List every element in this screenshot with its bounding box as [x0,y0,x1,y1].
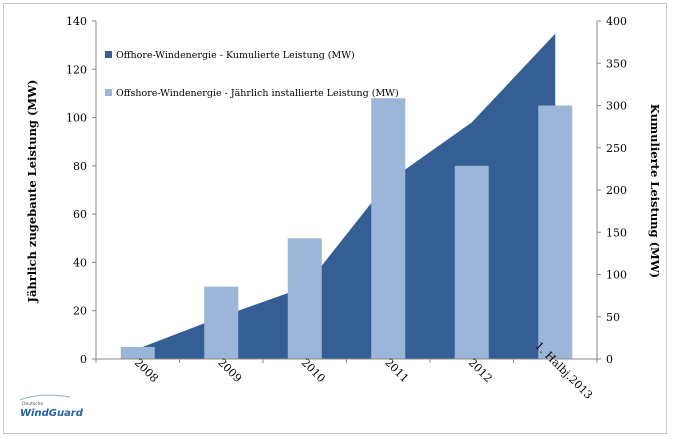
logo-small-text: Deutsche [22,401,44,407]
legend-label-2: Offshore-Windenergie - Jährlich installi… [116,88,399,99]
y-right-tick-label: 100 [606,269,627,282]
area-series-cumulative [137,33,556,360]
legend-swatch-1 [105,51,112,58]
x-tick-label: 2009 [215,356,244,385]
y-right-tick-label: 300 [606,100,627,113]
bar-2009 [204,286,239,359]
y-left-tick-label: 60 [73,208,87,221]
logo-swoosh-icon [19,394,71,401]
x-tick-label: 2008 [132,356,161,385]
y-right-tick-label: 200 [606,184,627,197]
y-right-tick-label: 350 [606,57,627,70]
y-left-tick-label: 20 [73,305,87,318]
legend-swatch-2 [105,89,112,96]
y-right-tick-label: 150 [606,226,627,239]
x-tick-label: 2011 [382,356,411,385]
y-right-tick-label: 50 [606,311,620,324]
bar-1. Halbj.2013 [538,105,573,359]
y-right-tick-label: 0 [606,353,613,366]
y-axis-right-label: Kumulierte Leistung (MW) [648,104,662,278]
y-left-tick-label: 80 [73,160,87,173]
y-left-tick-label: 100 [66,112,87,125]
bar-2010 [287,238,322,359]
bar-2008 [120,346,155,359]
windguard-logo: Deutsche WindGuard [19,394,84,419]
y-left-tick-label: 140 [66,15,87,28]
x-tick-label: 2010 [299,356,328,385]
y-right-tick-label: 400 [606,15,627,28]
bar-2011 [371,98,406,359]
y-axis-left-label: Jährlich zugebaute Leistung (MW) [25,79,39,303]
x-tick-label: 2012 [466,356,495,385]
legend-label-1: Offhore-Windenergie - Kumulierte Leistun… [116,50,355,61]
y-right-tick-label: 250 [606,142,627,155]
bar-2012 [454,165,489,359]
y-left-tick-label: 0 [80,353,87,366]
chart-frame [3,3,667,434]
logo-main-text: WindGuard [20,408,84,419]
y-left-tick-label: 120 [66,63,87,76]
y-left-tick-label: 40 [73,256,87,269]
